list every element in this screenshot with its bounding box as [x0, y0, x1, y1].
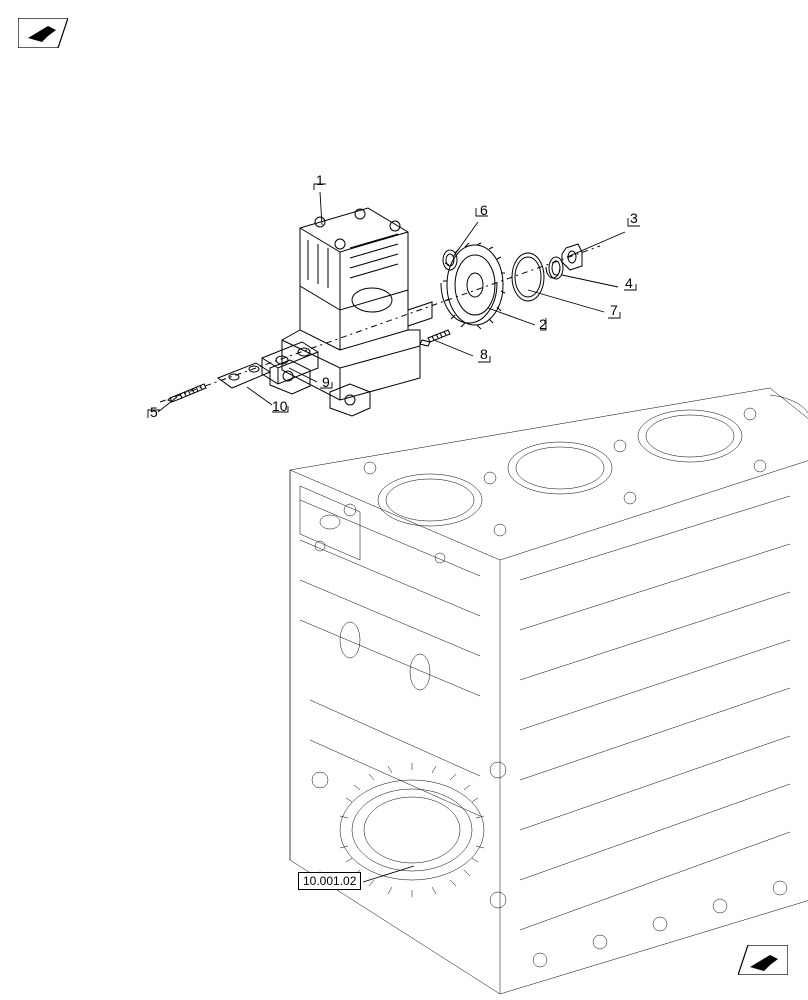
- callout-2: 2: [539, 316, 547, 332]
- callout-9: 9: [322, 374, 330, 390]
- callout-6: 6: [480, 202, 488, 218]
- callout-4: 4: [625, 275, 633, 291]
- reference-code: 10.001.02: [298, 872, 361, 890]
- callout-10: 10: [272, 398, 288, 414]
- callout-5: 5: [150, 404, 158, 420]
- callout-8: 8: [480, 346, 488, 362]
- callout-1: 1: [316, 172, 324, 188]
- exploded-diagram: [0, 0, 808, 1000]
- callout-7: 7: [610, 302, 618, 318]
- callout-3: 3: [630, 210, 638, 226]
